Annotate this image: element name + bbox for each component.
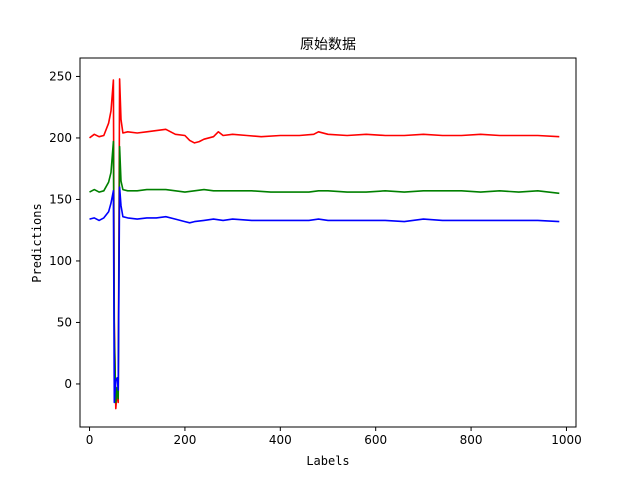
- x-tick-label: 400: [269, 433, 292, 447]
- x-tick-label: 1000: [551, 433, 582, 447]
- plot-frame: [79, 57, 577, 428]
- y-axis: 0 50 100 150 200 250: [49, 69, 80, 391]
- x-tick-label: 600: [364, 433, 387, 447]
- y-tick-label: 150: [49, 192, 72, 206]
- x-axis-label: Labels: [306, 454, 349, 468]
- x-tick-label: 200: [173, 433, 196, 447]
- y-tick-label: 50: [57, 315, 72, 329]
- chart-title: 原始数据: [300, 37, 356, 53]
- y-tick-label: 0: [64, 377, 72, 391]
- y-axis-label: Predictions: [30, 203, 44, 282]
- plot-area: [80, 58, 576, 427]
- series-layer: [89, 78, 560, 410]
- y-tick-label: 200: [49, 131, 72, 145]
- y-tick-label: 100: [49, 254, 72, 268]
- x-axis: 0 200 400 600 800 1000: [86, 427, 582, 447]
- x-tick-label: 800: [460, 433, 483, 447]
- x-tick-label: 0: [86, 433, 94, 447]
- series-line-3: [89, 186, 560, 404]
- y-tick-label: 250: [49, 69, 72, 83]
